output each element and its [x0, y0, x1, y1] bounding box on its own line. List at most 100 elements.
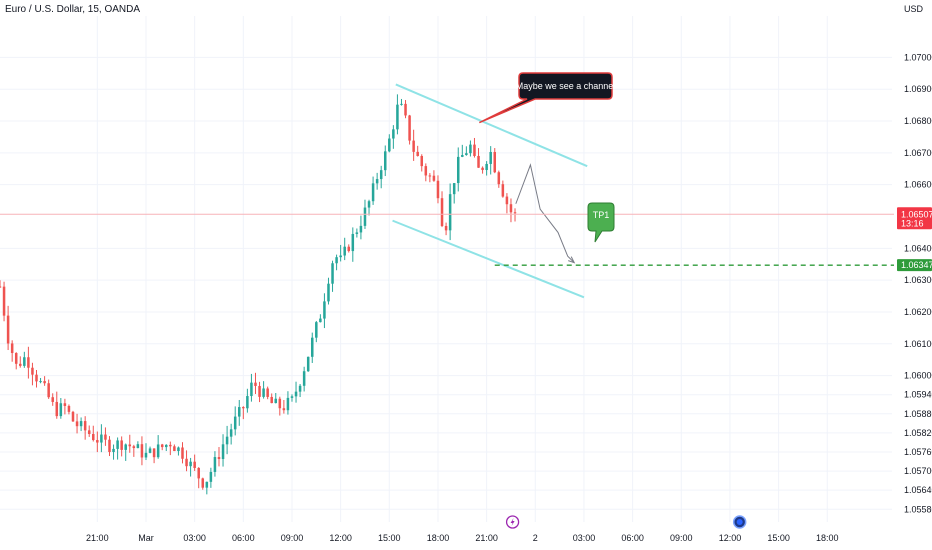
candle-body [185, 458, 188, 467]
y-unit-label: USD [904, 4, 924, 14]
x-tick-label: 03:00 [183, 533, 206, 543]
candle-body [278, 398, 282, 409]
candle-body [452, 183, 456, 195]
current-price-tag[interactable] [897, 207, 932, 230]
candle-body [238, 407, 241, 417]
channel-lower-line[interactable] [392, 219, 585, 299]
y-tick-label: 1.06400 [904, 243, 932, 253]
candle-body [51, 397, 54, 402]
x-tick-label: 15:00 [378, 533, 401, 543]
candle-body [189, 461, 192, 467]
candle-body [392, 129, 395, 139]
candle-body [416, 151, 419, 156]
event-markers[interactable] [505, 515, 747, 529]
target-price-tag[interactable] [897, 259, 932, 272]
y-tick-label: 1.06800 [904, 116, 932, 126]
y-tick-label: 1.05820 [904, 428, 932, 438]
overlays: Maybe we see a channel TP1 [0, 72, 894, 299]
candle-body [282, 408, 286, 411]
tp1-badge-shape [587, 202, 615, 243]
candle-body [469, 144, 472, 154]
callout-text: Maybe we see a channel [516, 81, 616, 91]
lightning-icon[interactable] [505, 515, 520, 529]
y-tick-label: 1.06700 [904, 148, 932, 158]
candle-body [2, 286, 6, 316]
candle-body [270, 396, 273, 404]
candle-body [213, 457, 217, 472]
candle-body [363, 207, 367, 226]
candle-body [274, 398, 278, 404]
candle-body [319, 318, 322, 323]
candle-body [424, 166, 428, 176]
current-price-value: 1.06507 [901, 209, 932, 219]
candles [0, 94, 517, 495]
candle-body [47, 383, 50, 398]
chart-title: Euro / U.S. Dollar, 15, OANDA [5, 4, 141, 15]
tp1-label: TP1 [593, 210, 610, 220]
candle-body [160, 444, 164, 448]
candle-body [315, 322, 318, 338]
candle-body [128, 444, 132, 447]
candle-body [456, 156, 460, 184]
tp1-badge[interactable]: TP1 [587, 202, 615, 243]
channel-upper-line[interactable] [395, 83, 588, 168]
candle-body [375, 179, 379, 184]
candle-body [63, 403, 67, 406]
calendar-event-icon[interactable] [732, 515, 747, 529]
x-tick-label: 15:00 [767, 533, 790, 543]
x-tick-label: 06:00 [621, 533, 644, 543]
candle-body [209, 471, 213, 482]
callout-bubble[interactable]: Maybe we see a channel [479, 72, 616, 124]
candle-body [83, 421, 87, 431]
candle-body [152, 448, 156, 458]
candle-body [501, 184, 505, 197]
candle-body [493, 151, 497, 173]
candle-body [339, 255, 342, 258]
candle-body [294, 391, 298, 397]
candle-body [35, 374, 38, 382]
time-axis[interactable]: 21:00 Mar 03:00 06:00 09:00 12:00 15:00 18:00 21… [86, 533, 838, 543]
candle-body [359, 225, 363, 233]
candle-body [165, 444, 168, 448]
projection-line[interactable] [515, 163, 575, 263]
candle-body [79, 421, 83, 427]
x-tick-label: 12:00 [329, 533, 352, 543]
countdown-value: 13:16 [901, 218, 924, 228]
candle-body [428, 175, 432, 177]
projection-path [515, 163, 576, 264]
candle-body [444, 225, 448, 231]
candle-body [355, 232, 359, 234]
candle-body [136, 444, 140, 449]
candle-body [408, 115, 411, 141]
candle-body [254, 382, 257, 386]
candle-body [217, 457, 221, 460]
candle-body [225, 436, 229, 445]
candle-body [461, 155, 464, 157]
candle-body [100, 434, 103, 443]
candle-body [323, 301, 326, 319]
candle-body [144, 452, 148, 458]
candle-body [39, 381, 42, 383]
candle-body [10, 343, 14, 354]
y-tick-label: 1.05940 [904, 390, 932, 400]
candle-body [120, 440, 123, 450]
x-tick-label: 2 [533, 533, 538, 543]
candle-body [96, 440, 99, 443]
candle-body [124, 444, 127, 450]
grid [0, 16, 892, 522]
candle-body [75, 421, 79, 427]
candle-body [43, 381, 46, 384]
price-axis[interactable]: USD 1.07000 1.06900 1.06800 1.06700 1.06600 1.… [897, 4, 932, 514]
x-tick-label: 12:00 [719, 533, 742, 543]
candle-body [112, 448, 115, 453]
x-tick-label: 18:00 [427, 533, 450, 543]
candle-body [71, 411, 75, 422]
candle-body [351, 233, 355, 252]
y-tick-label: 1.06000 [904, 371, 932, 381]
candle-body [173, 446, 176, 452]
candle-body [440, 198, 444, 226]
candle-body [233, 416, 237, 430]
candle-body [420, 155, 424, 167]
y-tick-label: 1.07000 [904, 52, 932, 62]
